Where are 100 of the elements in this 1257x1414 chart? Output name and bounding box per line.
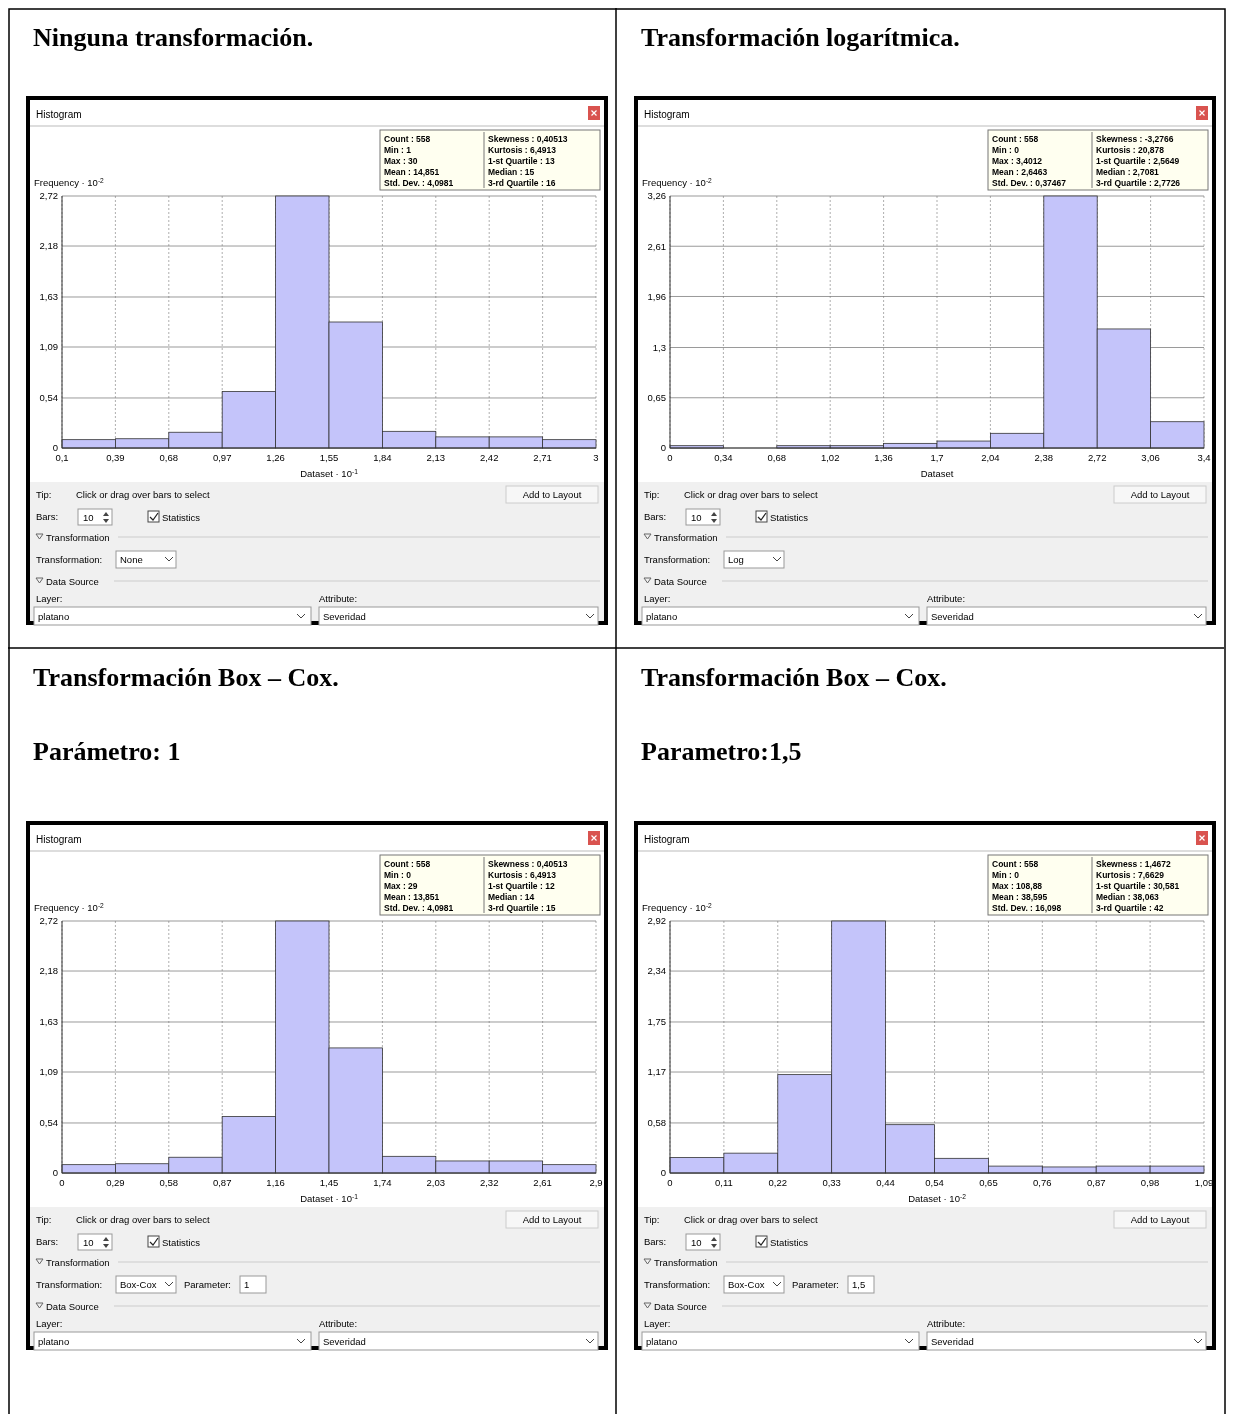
text: Severidad bbox=[931, 1336, 974, 1347]
text: Skewness : 1,4672 bbox=[1096, 859, 1171, 869]
y-axis-title: Frequency · 10$^{-2}$ bbox=[34, 176, 105, 188]
x-tick-label: 2,38 bbox=[1034, 452, 1054, 463]
text: 1-st Quartile : 30,581 bbox=[1096, 881, 1180, 891]
text: Max : 30 bbox=[384, 156, 418, 166]
text: 1 bbox=[244, 1279, 250, 1290]
text: Count : 558 bbox=[384, 859, 431, 869]
text: Max : 3,4012 bbox=[992, 156, 1043, 166]
x-tick-label: 1,36 bbox=[874, 452, 893, 463]
text: Std. Dev. : 4,0981 bbox=[384, 903, 454, 913]
x-tick-label: 0,87 bbox=[1086, 1177, 1106, 1188]
x-tick-label: 2,04 bbox=[981, 452, 1000, 463]
x-tick-label: 0,34 bbox=[714, 452, 733, 463]
y-tick-label: 1,09 bbox=[39, 341, 58, 353]
text: Transformation bbox=[654, 1257, 718, 1268]
y-tick-label: 0,65 bbox=[647, 392, 666, 404]
text: Min : 0 bbox=[992, 870, 1020, 880]
text: Statistics bbox=[770, 1237, 809, 1248]
text: Min : 1 bbox=[384, 145, 412, 155]
x-tick-label: 0,44 bbox=[876, 1177, 895, 1188]
x-tick-label: 0,22 bbox=[768, 1177, 788, 1188]
text: Min : 0 bbox=[384, 870, 412, 880]
text: Data Source bbox=[46, 576, 99, 587]
x-tick-label: 0,54 bbox=[925, 1177, 944, 1188]
text: Count : 558 bbox=[992, 859, 1039, 869]
text: Transformation: bbox=[644, 554, 711, 565]
x-tick-label: 0 bbox=[59, 1177, 65, 1188]
text: Histogram bbox=[36, 834, 82, 845]
text: Add to Layout bbox=[1130, 1214, 1190, 1225]
text: Std. Dev. : 0,37467 bbox=[992, 178, 1067, 188]
text: Tip: bbox=[36, 489, 52, 500]
text: Statistics bbox=[162, 1237, 201, 1248]
text: Severidad bbox=[323, 1336, 366, 1347]
text: Box-Cox bbox=[728, 1279, 765, 1290]
text: Mean : 13,851 bbox=[384, 892, 440, 902]
text: Layer: bbox=[36, 593, 63, 604]
text: Mean : 2,6463 bbox=[992, 167, 1048, 177]
y-tick-label: 3,26 bbox=[647, 190, 666, 202]
text: 3-rd Quartile : 15 bbox=[488, 903, 556, 913]
text: Add to Layout bbox=[522, 489, 582, 500]
text: Data Source bbox=[654, 576, 707, 587]
chart-title: Transformación Box – Cox. bbox=[641, 663, 947, 692]
text: Kurtosis : 7,6629 bbox=[1096, 870, 1165, 880]
text: Kurtosis : 6,4913 bbox=[488, 145, 557, 155]
y-tick-label: 1,63 bbox=[39, 1016, 58, 1028]
text: Count : 558 bbox=[992, 134, 1039, 144]
y-tick-label: 1,3 bbox=[652, 341, 666, 353]
text: Statistics bbox=[162, 512, 201, 523]
text: Parameter: bbox=[792, 1279, 839, 1290]
text: Max : 29 bbox=[384, 881, 418, 891]
text: Skewness : 0,40513 bbox=[488, 134, 568, 144]
x-tick-label: 1,74 bbox=[373, 1177, 392, 1188]
y-tick-label: 0 bbox=[52, 1167, 58, 1179]
y-tick-label: 1,63 bbox=[39, 291, 58, 303]
x-tick-label: 0,29 bbox=[106, 1177, 125, 1188]
x-tick-label: 1,02 bbox=[820, 452, 840, 463]
x-tick-label: 2,71 bbox=[533, 452, 552, 463]
y-tick-label: 2,92 bbox=[647, 915, 666, 927]
y-tick-label: 0 bbox=[660, 1167, 666, 1179]
x-tick-label: 2,32 bbox=[479, 1177, 499, 1188]
x-tick-label: 1,26 bbox=[266, 452, 285, 463]
text: Tip: bbox=[36, 1214, 52, 1225]
y-tick-label: 1,96 bbox=[647, 290, 666, 302]
x-tick-label: 2,03 bbox=[426, 1177, 446, 1188]
x-tick-label: 2,9 bbox=[589, 1177, 603, 1188]
text: 1,5 bbox=[852, 1279, 866, 1290]
x-axis-title: Dataset bbox=[920, 468, 954, 479]
text: Transformation: bbox=[36, 554, 103, 565]
x-axis-title: Dataset · 10$^{-1}$ bbox=[300, 1192, 359, 1204]
x-tick-label: 0,39 bbox=[106, 452, 125, 463]
y-tick-label: 0,54 bbox=[39, 392, 58, 404]
x-tick-label: 1,7 bbox=[930, 452, 944, 463]
x-tick-label: 0,97 bbox=[212, 452, 232, 463]
text: None bbox=[120, 554, 143, 565]
x-tick-label: 1,55 bbox=[319, 452, 339, 463]
x-tick-label: 3 bbox=[593, 452, 599, 463]
text: 10 bbox=[83, 1237, 94, 1248]
x-tick-label: 3,06 bbox=[1141, 452, 1160, 463]
y-tick-label: 2,72 bbox=[39, 190, 58, 202]
x-tick-label: 0,76 bbox=[1033, 1177, 1052, 1188]
text: Transformation bbox=[654, 532, 718, 543]
text: Data Source bbox=[654, 1301, 707, 1312]
x-tick-label: 0 bbox=[667, 1177, 673, 1188]
text: 10 bbox=[691, 512, 702, 523]
text: Count : 558 bbox=[384, 134, 431, 144]
x-tick-label: 1,45 bbox=[319, 1177, 339, 1188]
text: Attribute: bbox=[927, 1318, 966, 1329]
y-tick-label: 2,34 bbox=[647, 965, 666, 977]
y-tick-label: 0 bbox=[660, 442, 666, 454]
text: Skewness : -3,2766 bbox=[1096, 134, 1174, 144]
text: Attribute: bbox=[319, 1318, 358, 1329]
text: Histogram bbox=[644, 109, 690, 120]
x-tick-label: 1,84 bbox=[373, 452, 392, 463]
y-tick-label: 1,17 bbox=[647, 1066, 666, 1078]
text: Box-Cox bbox=[120, 1279, 157, 1290]
text: Median : 38,063 bbox=[1096, 892, 1160, 902]
x-tick-label: 0,65 bbox=[979, 1177, 998, 1188]
chart-subtitle: Parámetro: 1 bbox=[33, 737, 181, 766]
text: Statistics bbox=[770, 512, 809, 523]
